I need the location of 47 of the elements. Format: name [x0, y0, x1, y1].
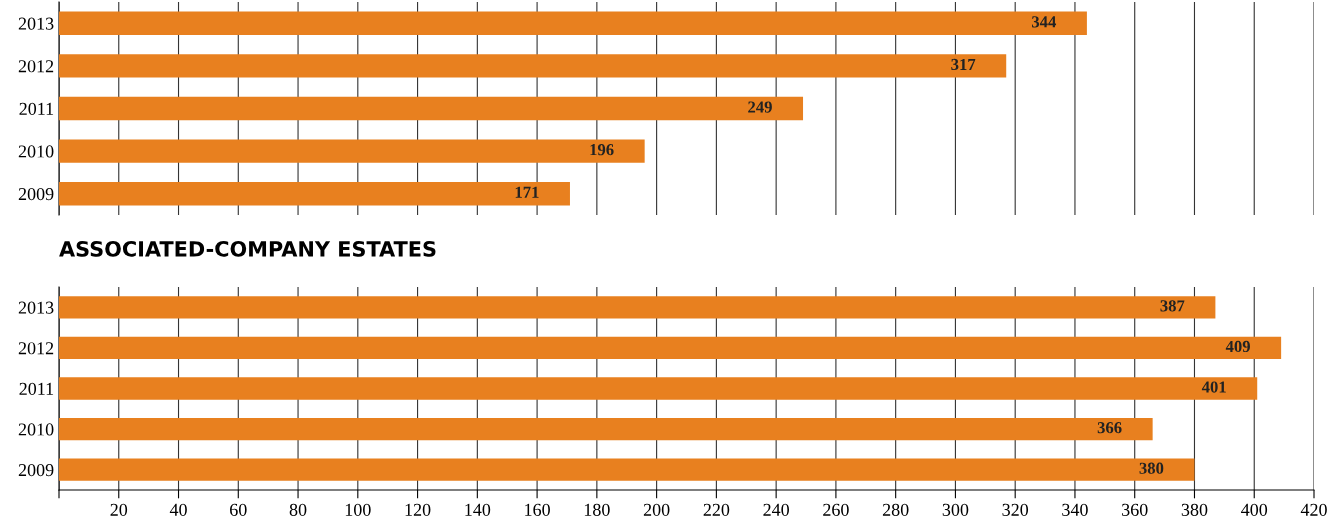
x-tick-label: 140: [465, 503, 491, 516]
data-label: 387: [1160, 300, 1185, 312]
data-label: 380: [1139, 462, 1164, 474]
data-label: 249: [748, 101, 772, 113]
y-tick-label: 2013: [18, 17, 54, 30]
data-label: 344: [1031, 16, 1057, 28]
chart-title: ASSOCIATED-COMPANY ESTATES: [59, 240, 436, 257]
x-tick-label: 60: [230, 503, 247, 516]
data-label: 401: [1201, 381, 1226, 393]
x-tick-label: 240: [763, 503, 789, 516]
data-label: 317: [951, 58, 976, 71]
x-tick-label: 420: [1300, 503, 1327, 516]
x-tick-label: 300: [942, 503, 969, 516]
y-tick-label: 2009: [18, 187, 54, 201]
x-tick-label: 40: [169, 503, 187, 516]
x-tick-label: 200: [643, 503, 670, 516]
x-tick-label: 280: [882, 503, 909, 516]
data-label: 366: [1097, 422, 1122, 434]
x-tick-label: 380: [1181, 503, 1208, 516]
x-tick-label: 20: [110, 503, 128, 516]
y-tick-label: 2012: [18, 342, 54, 355]
y-tick-label: 2010: [18, 423, 54, 436]
bar: [59, 96, 804, 121]
x-tick-label: 400: [1241, 503, 1268, 516]
y-tick-label: 2011: [19, 382, 54, 395]
x-tick-label: 220: [703, 503, 730, 516]
x-tick-label: 120: [405, 503, 431, 516]
data-label: 409: [1225, 340, 1250, 353]
data-label: 196: [590, 144, 614, 156]
x-tick-label: 100: [345, 503, 371, 516]
x-tick-label: 320: [1002, 503, 1029, 516]
x-tick-label: 180: [584, 503, 610, 516]
x-tick-label: 340: [1062, 503, 1088, 516]
bar: [59, 139, 645, 163]
x-tick-label: 360: [1122, 503, 1148, 516]
y-tick-label: 2011: [19, 102, 54, 115]
x-tick-label: 260: [823, 503, 849, 516]
y-tick-label: 2013: [18, 301, 54, 314]
bar: [59, 181, 570, 206]
bar: [59, 11, 1087, 36]
y-tick-label: 2009: [18, 463, 54, 477]
y-tick-label: 2012: [18, 60, 54, 73]
data-label: 171: [515, 186, 539, 198]
x-tick-label: 80: [289, 503, 307, 516]
y-tick-label: 2010: [18, 145, 54, 158]
x-tick-label: 160: [525, 503, 550, 516]
bar: [59, 54, 1007, 78]
